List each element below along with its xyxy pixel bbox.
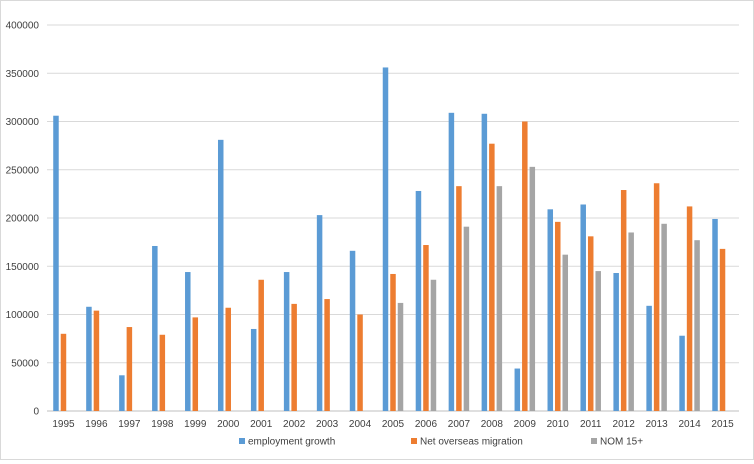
y-tick-label: 400000 <box>6 21 40 32</box>
y-tick-label: 100000 <box>6 310 40 321</box>
bar-net-overseas-migration-2015 <box>719 248 726 411</box>
bar-nom-15--2013 <box>661 223 667 411</box>
y-tick-label: 250000 <box>6 165 40 176</box>
x-tick-label: 2003 <box>316 419 339 430</box>
legend-swatch <box>239 438 245 444</box>
x-tick-label: 2009 <box>514 419 537 430</box>
bar-net-overseas-migration-2003 <box>324 299 330 411</box>
bar-employment-growth-1998 <box>152 245 158 411</box>
x-tick-label: 2015 <box>711 419 734 430</box>
x-tick-label: 2002 <box>283 419 306 430</box>
bar-employment-growth-2000 <box>217 139 224 411</box>
bar-nom-15--2007 <box>463 226 470 411</box>
bar-employment-growth-2013 <box>646 305 652 411</box>
y-tick-label: 300000 <box>6 117 40 128</box>
x-tick-label: 2012 <box>613 419 636 430</box>
bar-employment-growth-1999 <box>185 272 191 411</box>
bar-employment-growth-2002 <box>283 272 290 411</box>
x-tick-label: 1999 <box>184 419 207 430</box>
bar-net-overseas-migration-2004 <box>357 314 363 411</box>
legend-swatch <box>411 438 417 444</box>
bar-net-overseas-migration-1996 <box>93 310 100 411</box>
y-tick-label: 50000 <box>11 358 39 369</box>
bar-net-overseas-migration-2009 <box>522 121 528 411</box>
bar-employment-growth-2015 <box>712 218 718 411</box>
legend-label: Net overseas migration <box>420 437 523 448</box>
bar-nom-15--2005 <box>397 302 404 411</box>
bar-nom-15--2012 <box>628 232 634 411</box>
bar-net-overseas-migration-2008 <box>489 143 495 411</box>
x-tick-label: 2007 <box>448 419 471 430</box>
bar-nom-15--2014 <box>694 240 700 411</box>
bar-net-overseas-migration-2012 <box>620 190 627 411</box>
x-tick-label: 1998 <box>151 419 174 430</box>
legend-label: employment growth <box>248 437 335 448</box>
x-tick-label: 2005 <box>382 419 405 430</box>
bar-employment-growth-2011 <box>580 204 586 411</box>
bar-employment-growth-2008 <box>481 113 488 411</box>
x-tick-label: 2010 <box>547 419 570 430</box>
bar-net-overseas-migration-2007 <box>456 186 462 411</box>
x-tick-label: 2006 <box>415 419 438 430</box>
bar-net-overseas-migration-1999 <box>192 317 199 411</box>
bar-net-overseas-migration-2001 <box>258 279 264 411</box>
bar-employment-growth-1997 <box>119 375 125 411</box>
x-tick-label: 2004 <box>349 419 372 430</box>
bar-nom-15--2006 <box>430 279 437 411</box>
y-tick-label: 150000 <box>6 262 40 273</box>
x-tick-label: 2008 <box>481 419 504 430</box>
bar-nom-15--2009 <box>529 166 536 411</box>
bar-employment-growth-2012 <box>613 273 619 411</box>
bar-employment-growth-2005 <box>382 67 389 412</box>
y-tick-label: 350000 <box>6 69 40 80</box>
bar-employment-growth-2010 <box>547 209 554 411</box>
x-tick-label: 2001 <box>250 419 273 430</box>
bar-net-overseas-migration-2005 <box>390 273 396 411</box>
legend: employment growth Net overseas migration N… <box>239 437 643 448</box>
bar-employment-growth-1996 <box>86 306 92 411</box>
bar-employment-growth-2006 <box>415 190 422 411</box>
x-tick-label: 2013 <box>645 419 668 430</box>
x-tick-label: 2000 <box>217 419 240 430</box>
legend-swatch <box>591 438 597 444</box>
bar-nom-15--2011 <box>595 271 601 411</box>
y-axis-tick-labels: 0 50000 100000 150000 200000 250000 300000 3500… <box>6 21 40 418</box>
bar-net-overseas-migration-2014 <box>686 206 693 411</box>
bar-employment-growth-2014 <box>679 335 685 411</box>
y-tick-label: 0 <box>33 407 39 418</box>
x-axis-tick-labels: 1995 1996 1997 1998 1999 2000 2001 2002 2003 2004… <box>52 419 734 430</box>
bar-net-overseas-migration-2002 <box>291 303 297 411</box>
bars <box>53 67 726 412</box>
bar-employment-growth-2009 <box>514 368 521 411</box>
bar-net-overseas-migration-2010 <box>555 221 561 411</box>
bar-employment-growth-2007 <box>448 112 455 411</box>
bar-employment-growth-2001 <box>250 328 257 411</box>
bar-net-overseas-migration-2000 <box>225 307 231 411</box>
y-tick-label: 200000 <box>6 214 40 225</box>
bar-nom-15--2008 <box>496 186 503 411</box>
x-tick-label: 1996 <box>85 419 108 430</box>
legend-label: NOM 15+ <box>600 437 643 448</box>
bar-employment-growth-2003 <box>316 215 323 411</box>
x-tick-label: 2014 <box>678 419 701 430</box>
bar-employment-growth-1995 <box>53 115 59 412</box>
bar-net-overseas-migration-2006 <box>423 245 429 411</box>
bar-employment-growth-2004 <box>349 250 356 411</box>
x-tick-label: 1995 <box>52 419 75 430</box>
x-tick-label: 1997 <box>118 419 141 430</box>
bar-net-overseas-migration-2011 <box>587 236 594 411</box>
bar-net-overseas-migration-2013 <box>653 183 660 411</box>
bar-net-overseas-migration-1995 <box>60 333 67 411</box>
bar-net-overseas-migration-1997 <box>126 327 133 411</box>
bar-nom-15--2010 <box>562 254 569 411</box>
x-tick-label: 2011 <box>580 419 602 430</box>
bar-net-overseas-migration-1998 <box>159 334 166 411</box>
